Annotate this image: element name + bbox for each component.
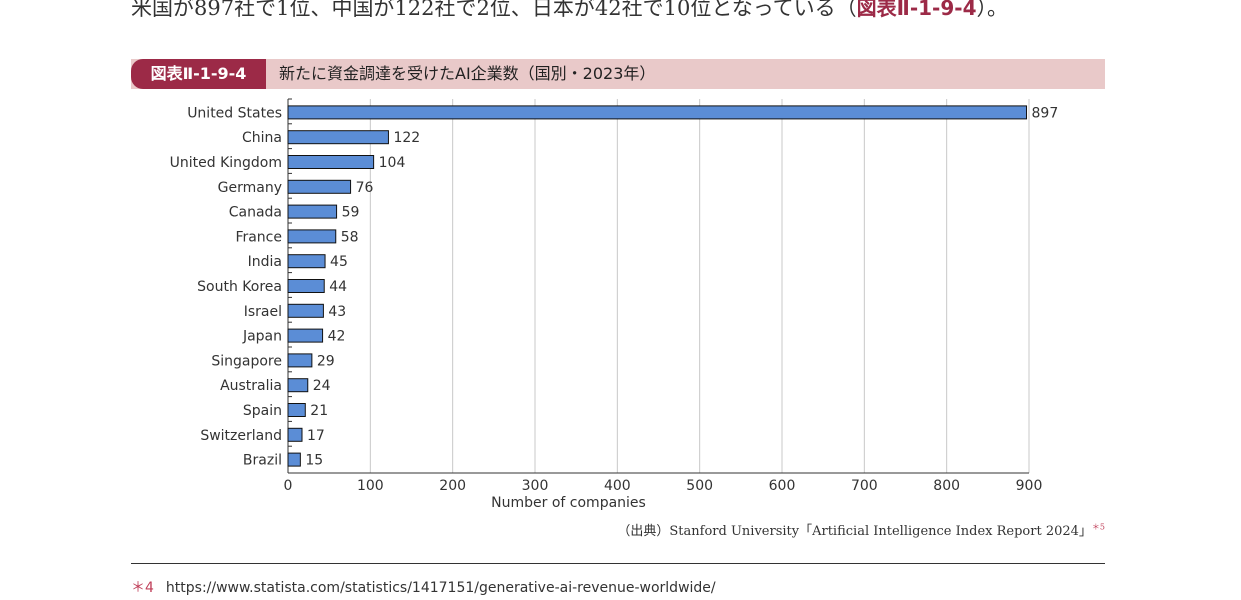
category-label: Israel <box>244 304 282 320</box>
category-label: France <box>235 229 282 245</box>
data-label: 29 <box>317 353 335 369</box>
bar <box>287 229 337 244</box>
x-tick-label: 100 <box>357 478 384 494</box>
data-label: 21 <box>310 403 328 419</box>
data-label: 58 <box>341 229 359 245</box>
bar <box>287 427 303 442</box>
source-citation: （出典）Stanford University「Artificial Intel… <box>617 520 1105 539</box>
bar <box>287 279 325 293</box>
source-note: ＊5 <box>1091 522 1105 532</box>
figure-title: 新たに資金調達を受けたAI企業数（国別・2023年） <box>279 64 656 83</box>
bar <box>287 204 338 219</box>
bar <box>287 403 306 417</box>
category-label: Japan <box>242 329 282 345</box>
category-label: United States <box>187 105 282 121</box>
intro-end: ）。 <box>976 0 1008 20</box>
category-label: Brazil <box>243 453 282 469</box>
bar <box>287 452 301 467</box>
bar-chart: 0 100 200 300 400 500 600 700 800 900 United State… <box>170 98 1059 511</box>
data-label: 44 <box>329 279 347 295</box>
bar <box>287 254 326 269</box>
figure-label: 図表Ⅱ-1-9-4 <box>131 59 266 89</box>
source-text: （出典）Stanford University「Artificial Intel… <box>617 524 1092 539</box>
category-label: United Kingdom <box>170 155 282 171</box>
figure-header: 図表Ⅱ-1-9-4 新たに資金調達を受けたAI企業数（国別・2023年） <box>131 59 1105 89</box>
x-tick-label: 200 <box>439 478 466 494</box>
category-label: Switzerland <box>200 428 282 444</box>
bar <box>287 353 313 368</box>
category-label: Spain <box>243 403 282 419</box>
bar <box>287 155 375 169</box>
data-label: 43 <box>328 304 346 320</box>
data-label: 122 <box>393 130 420 146</box>
bar <box>287 130 389 145</box>
data-label: 17 <box>307 428 325 444</box>
intro-text: 米国が897社で1位、中国が122社で2位、日本が42社で10位となっている（ <box>131 0 857 20</box>
category-label: Australia <box>220 378 282 394</box>
category-label: Germany <box>218 180 282 196</box>
x-tick-label: 0 <box>284 478 293 494</box>
x-tick-label: 600 <box>769 478 796 494</box>
x-tick-label: 800 <box>933 478 960 494</box>
x-tick-label: 300 <box>522 478 549 494</box>
footnote-url[interactable]: https://www.statista.com/statistics/1417… <box>165 580 716 596</box>
x-tick-label: 700 <box>851 478 878 494</box>
bar <box>287 378 309 393</box>
footnote-mark: ＊4 <box>131 580 154 596</box>
category-label: India <box>248 254 282 270</box>
data-label: 42 <box>328 329 346 345</box>
intro-figure-ref[interactable]: 図表Ⅱ-1-9-4 <box>856 0 977 20</box>
x-tick-label: 500 <box>686 478 713 494</box>
data-label: 76 <box>356 180 374 196</box>
footnote: ＊4 https://www.statista.com/statistics/14… <box>131 577 716 597</box>
bar <box>287 105 1028 120</box>
category-label: Singapore <box>211 353 282 369</box>
data-label: 24 <box>313 378 331 394</box>
data-label: 15 <box>305 453 323 469</box>
category-label: Canada <box>229 205 282 221</box>
bar <box>287 303 324 318</box>
data-label: 104 <box>379 155 406 171</box>
data-label: 45 <box>330 254 348 270</box>
data-label: 59 <box>342 205 360 221</box>
bar <box>287 179 352 194</box>
category-label: South Korea <box>197 279 282 295</box>
intro-paragraph: 米国が897社で1位、中国が122社で2位、日本が42社で10位となっている（図… <box>131 0 1131 22</box>
category-label: China <box>242 130 282 146</box>
x-axis-title: Number of companies <box>491 495 646 511</box>
x-tick-label: 900 <box>1016 478 1043 494</box>
data-label: 897 <box>1032 105 1059 121</box>
footnote-divider <box>131 563 1105 564</box>
x-tick-label: 400 <box>604 478 631 494</box>
bar <box>287 328 324 343</box>
